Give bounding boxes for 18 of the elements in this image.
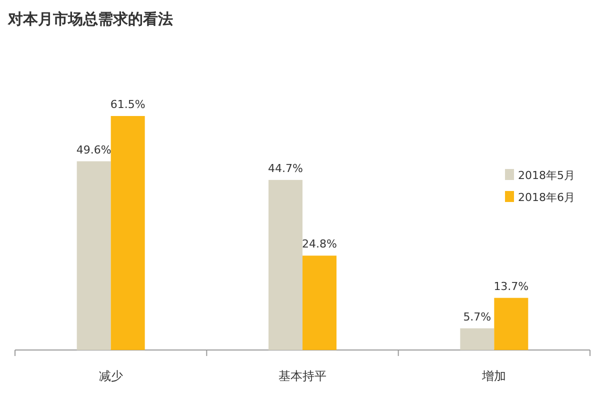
data-label: 13.7% bbox=[494, 280, 529, 293]
data-label: 5.7% bbox=[463, 310, 492, 324]
bar bbox=[460, 328, 494, 350]
legend-label: 2018年5月 bbox=[518, 169, 575, 182]
bar bbox=[268, 180, 302, 350]
data-label: 24.8% bbox=[302, 238, 337, 251]
data-label: 61.5% bbox=[110, 98, 146, 111]
chart-title: 对本月市场总需求的看法 bbox=[7, 10, 173, 28]
legend-label: 2018年6月 bbox=[518, 191, 575, 204]
bar bbox=[76, 161, 111, 350]
data-label: 49.6% bbox=[76, 143, 112, 156]
data-label: 44.7% bbox=[268, 162, 303, 175]
bar bbox=[494, 298, 528, 350]
bar bbox=[302, 256, 336, 350]
bar bbox=[110, 116, 145, 350]
x-tick-label: 减少 bbox=[98, 369, 123, 383]
x-tick-label: 增加 bbox=[481, 369, 506, 383]
x-tick-label: 基本持平 bbox=[278, 369, 326, 383]
